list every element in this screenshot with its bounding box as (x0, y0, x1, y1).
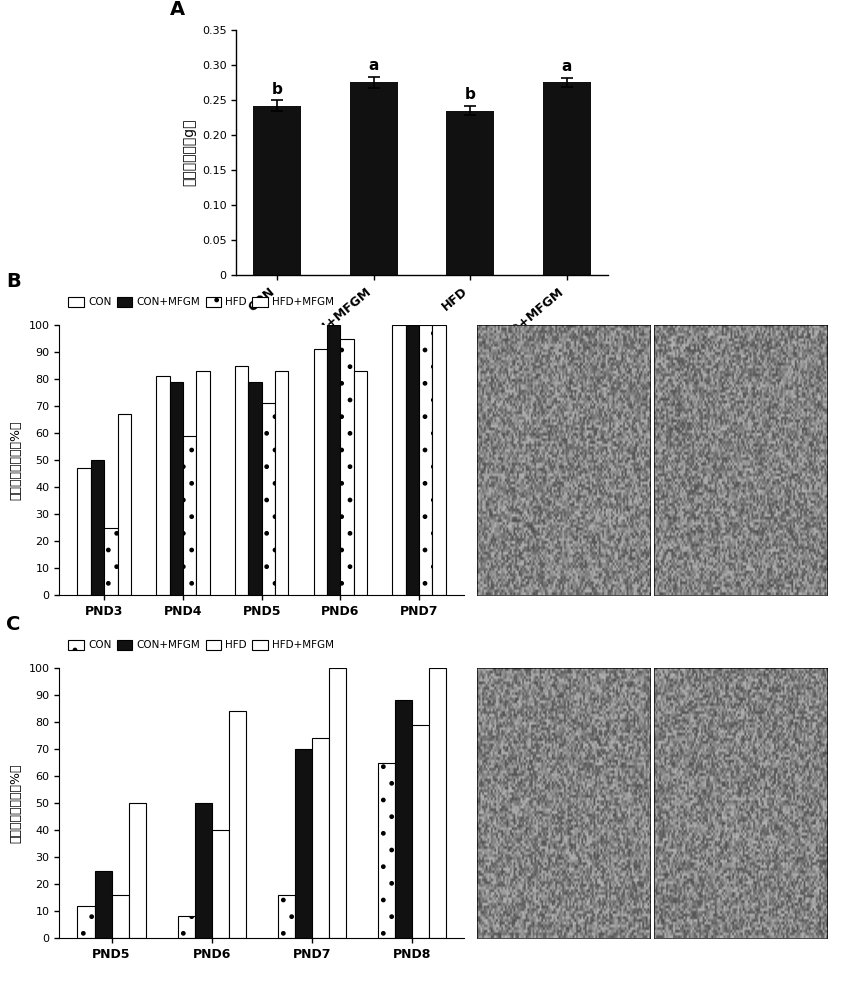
Bar (349, 83, 398, 275)
Bar (212, 830, 229, 938)
Legend: CON, CON+MFGM, HFD, HFD+MFGM: CON, CON+MFGM, HFD, HFD+MFGM (64, 635, 338, 655)
Text: B: B (7, 272, 21, 291)
Bar (253, 106, 301, 275)
Bar (543, 83, 591, 275)
Bar (392, 325, 406, 595)
Bar (235, 365, 248, 595)
Bar (229, 711, 246, 938)
Bar (378, 762, 395, 938)
Y-axis label: 悬崖回避达标率（%）: 悬崖回避达标率（%） (10, 763, 23, 843)
Bar (91, 460, 105, 595)
Bar (327, 325, 340, 595)
Bar (419, 325, 432, 595)
Text: a: a (561, 59, 572, 74)
Text: b: b (465, 87, 476, 102)
Bar (111, 895, 128, 938)
Bar (78, 906, 95, 938)
Bar (278, 895, 295, 938)
Bar (156, 376, 170, 595)
Text: b: b (272, 82, 283, 97)
Bar (197, 371, 209, 595)
Bar (128, 803, 145, 938)
Bar (183, 436, 197, 595)
Bar (262, 403, 275, 595)
Text: A: A (170, 0, 185, 19)
Bar (311, 738, 328, 938)
Bar (314, 349, 327, 595)
Bar (446, 110, 495, 275)
Bar (105, 528, 117, 595)
Bar (328, 668, 346, 938)
Bar (170, 382, 183, 595)
Bar (78, 468, 91, 595)
Bar (406, 325, 419, 595)
Bar (275, 371, 289, 595)
Bar (295, 749, 311, 938)
Bar (429, 668, 446, 938)
Y-axis label: 平面翳正达标率（%）: 平面翳正达标率（%） (10, 420, 23, 500)
Bar (195, 803, 212, 938)
Bar (432, 325, 446, 595)
Bar (117, 414, 131, 595)
Legend: CON, CON+MFGM, HFD, HFD+MFGM: CON, CON+MFGM, HFD, HFD+MFGM (64, 292, 338, 312)
Bar (395, 700, 412, 938)
Text: C: C (7, 615, 21, 634)
Bar (412, 725, 429, 938)
Bar (340, 338, 354, 595)
Text: a: a (369, 58, 379, 73)
Y-axis label: 脑组织重量（g）: 脑组织重量（g） (182, 119, 197, 186)
Bar (248, 382, 262, 595)
Bar (354, 371, 367, 595)
Bar (95, 870, 111, 938)
Bar (177, 916, 195, 938)
